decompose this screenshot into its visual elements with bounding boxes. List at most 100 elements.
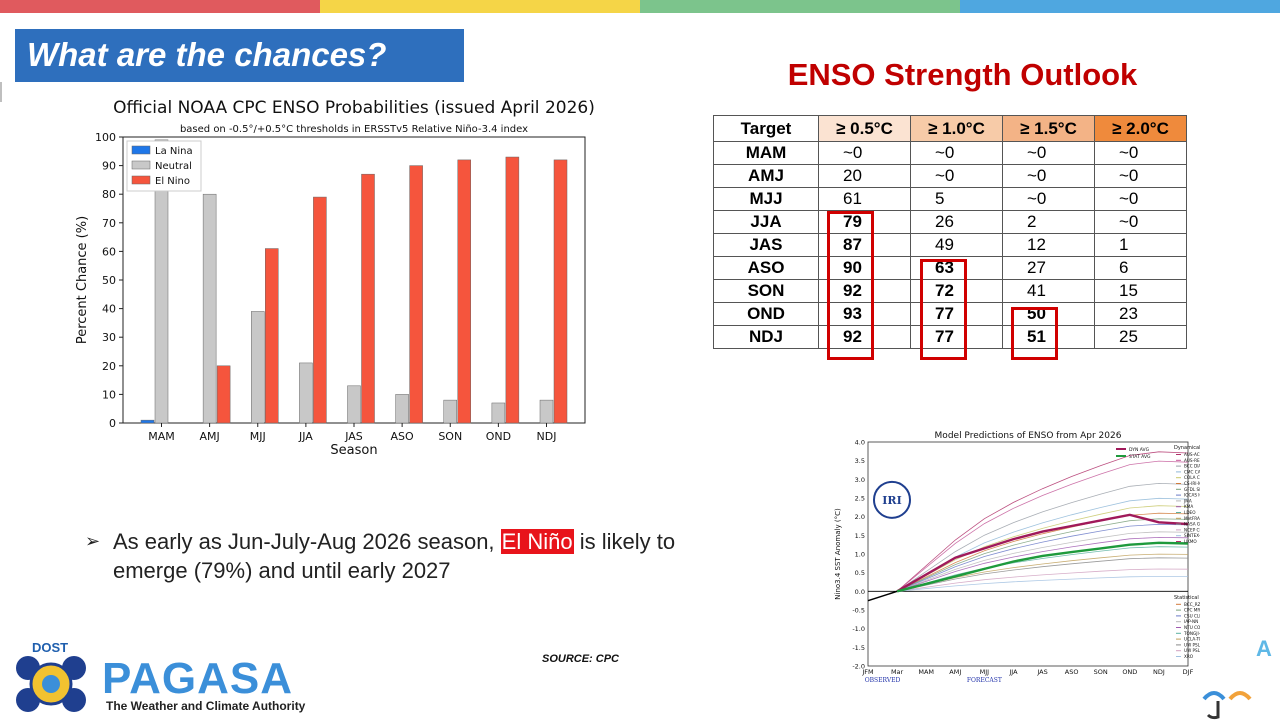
- plume-y-tick: -1.0: [852, 625, 865, 633]
- probability-cell: 77: [910, 325, 1003, 349]
- x-tick-label: ASO: [391, 430, 415, 443]
- legend-swatch: [131, 145, 151, 155]
- y-tick-label: 50: [102, 274, 116, 287]
- plume-x-tick: ASO: [1065, 668, 1079, 676]
- probability-cell: ~0: [910, 141, 1003, 165]
- dynamical-legend-label: KMA: [1184, 504, 1193, 509]
- bar-el-nino: [265, 248, 279, 424]
- dynamical-legend-title: Dynamical Models: [1174, 445, 1200, 451]
- table-row: AMJ 20 ~0 ~0 ~0: [713, 164, 1187, 188]
- y-tick-label: 70: [102, 217, 116, 230]
- pagasa-emblem-icon: [16, 656, 86, 712]
- season-cell: SON: [713, 279, 819, 303]
- legend-label: La Nina: [155, 146, 193, 157]
- plume-y-tick: -2.0: [852, 663, 865, 671]
- plume-x-tick: DJF: [1183, 668, 1194, 676]
- plume-y-tick: 3.5: [855, 457, 865, 465]
- probability-cell: 2: [1002, 210, 1095, 234]
- statistical-legend-label: UW PSL-CSLIM: [1184, 642, 1200, 647]
- statistical-legend-label: CPC MRKOV: [1184, 608, 1200, 613]
- table-row: JAS 87 49 12 1: [713, 233, 1187, 257]
- y-tick-label: 60: [102, 245, 116, 258]
- bar-neutral: [347, 385, 361, 424]
- plume-y-tick: 4.0: [855, 439, 865, 447]
- table-row: MJJ 61 5 ~0 ~0: [713, 187, 1187, 211]
- el-nino-highlight: El Niño: [500, 529, 574, 554]
- chart-title: Official NOAA CPC ENSO Probabilities (is…: [113, 98, 595, 118]
- plume-x-tick: JAS: [1036, 668, 1047, 676]
- edge-partial-letter: A: [1256, 636, 1272, 661]
- table-row: MAM ~0 ~0 ~0 ~0: [713, 141, 1187, 165]
- probability-cell: 92: [818, 279, 911, 303]
- outlook-title: ENSO Strength Outlook: [787, 57, 1138, 92]
- table-header-cell: ≥ 1.5°C: [1002, 115, 1095, 142]
- probability-cell: 5: [910, 187, 1003, 211]
- table-header-cell: ≥ 2.0°C: [1094, 115, 1187, 142]
- plume-x-tick: JFM: [861, 668, 873, 676]
- probability-cell: ~0: [1002, 164, 1095, 188]
- probability-cell: 49: [910, 233, 1003, 257]
- avg-line-stat-avg: [896, 541, 1189, 593]
- model-line: [896, 460, 1189, 592]
- dynamical-legend-label: AUS-RELATIVE: [1184, 458, 1200, 463]
- iri-logo-icon: [873, 480, 911, 519]
- enso-probability-chart: Official NOAA CPC ENSO Probabilities (is…: [75, 98, 595, 458]
- pagasa-wordmark: PAGASA: [102, 654, 293, 703]
- iri-logo-text: IRI: [882, 494, 901, 507]
- model-line: [897, 553, 1189, 592]
- bar-el-nino: [457, 159, 471, 424]
- probability-cell: 25: [1094, 325, 1187, 349]
- bar-la-nina: [140, 419, 155, 424]
- probability-cell: ~0: [1094, 164, 1187, 188]
- y-tick-label: 40: [102, 303, 116, 316]
- probability-cell: 92: [818, 325, 911, 349]
- observed-line: [867, 590, 898, 602]
- dynamical-legend-label: MetFRANCE: [1184, 516, 1200, 521]
- plume-y-tick: 1.5: [855, 532, 865, 540]
- table-header-cell: ≥ 0.5°C: [818, 115, 911, 142]
- probability-cell: 87: [818, 233, 911, 257]
- probability-cell: 27: [1002, 256, 1095, 280]
- model-predictions-chart: Model Predictions of ENSO from Apr 2026 4…: [834, 431, 1200, 684]
- x-tick-label: MAM: [148, 430, 175, 443]
- bar-el-nino: [216, 365, 231, 424]
- bullet-text: As early as Jun-July-Aug 2026 season, El…: [113, 527, 733, 585]
- plume-y-tick: 0.0: [855, 588, 865, 596]
- statistical-legend-label: CSU CLIPR: [1184, 613, 1200, 618]
- bar-el-nino: [409, 165, 423, 424]
- x-tick-label: AMJ: [199, 430, 219, 443]
- y-tick-label: 90: [102, 160, 116, 173]
- plume-title: Model Predictions of ENSO from Apr 2026: [935, 431, 1122, 441]
- plume-y-tick: -0.5: [852, 607, 865, 615]
- avg-legend-label: STAT AVG: [1129, 454, 1151, 460]
- x-tick-label: OND: [486, 430, 511, 443]
- highlight-box-10c: [920, 259, 967, 360]
- bar-neutral: [491, 402, 506, 424]
- x-tick-label: SON: [438, 430, 462, 443]
- x-tick-label: NDJ: [537, 430, 557, 443]
- legend-label: Neutral: [155, 161, 192, 172]
- probability-cell: 6: [1094, 256, 1187, 280]
- enso-strength-table: Target ≥ 0.5°C ≥ 1.0°C ≥ 1.5°C ≥ 2.0°C MAM ~0 ~…: [713, 115, 1187, 349]
- forecast-label: FORECAST: [967, 677, 1002, 684]
- dynamical-legend-label: AUS-ACCESS: [1184, 452, 1200, 457]
- probability-cell: 1: [1094, 233, 1187, 257]
- probability-cell: 23: [1094, 302, 1187, 326]
- x-tick-label: JJA: [298, 430, 313, 443]
- probability-cell: 72: [910, 279, 1003, 303]
- model-line: [896, 512, 1189, 592]
- probability-cell: 12: [1002, 233, 1095, 257]
- model-line: [897, 575, 1189, 592]
- plume-y-tick: 2.5: [855, 495, 865, 503]
- probability-cell: ~0: [1002, 141, 1095, 165]
- table-row: JJA 79 26 2 ~0: [713, 210, 1187, 234]
- plume-y-tick: 1.0: [855, 551, 865, 559]
- dynamical-legend-label: LDEO: [1184, 510, 1196, 515]
- statistical-legend-label: NTU CODA: [1184, 625, 1200, 630]
- probability-cell: 77: [910, 302, 1003, 326]
- top-bar-segment-blue: [960, 0, 1280, 13]
- plume-x-tick: AMJ: [949, 668, 961, 676]
- bullet-arrow-icon: ➢: [85, 531, 101, 551]
- bar-neutral: [299, 362, 313, 424]
- model-line: [896, 497, 1189, 592]
